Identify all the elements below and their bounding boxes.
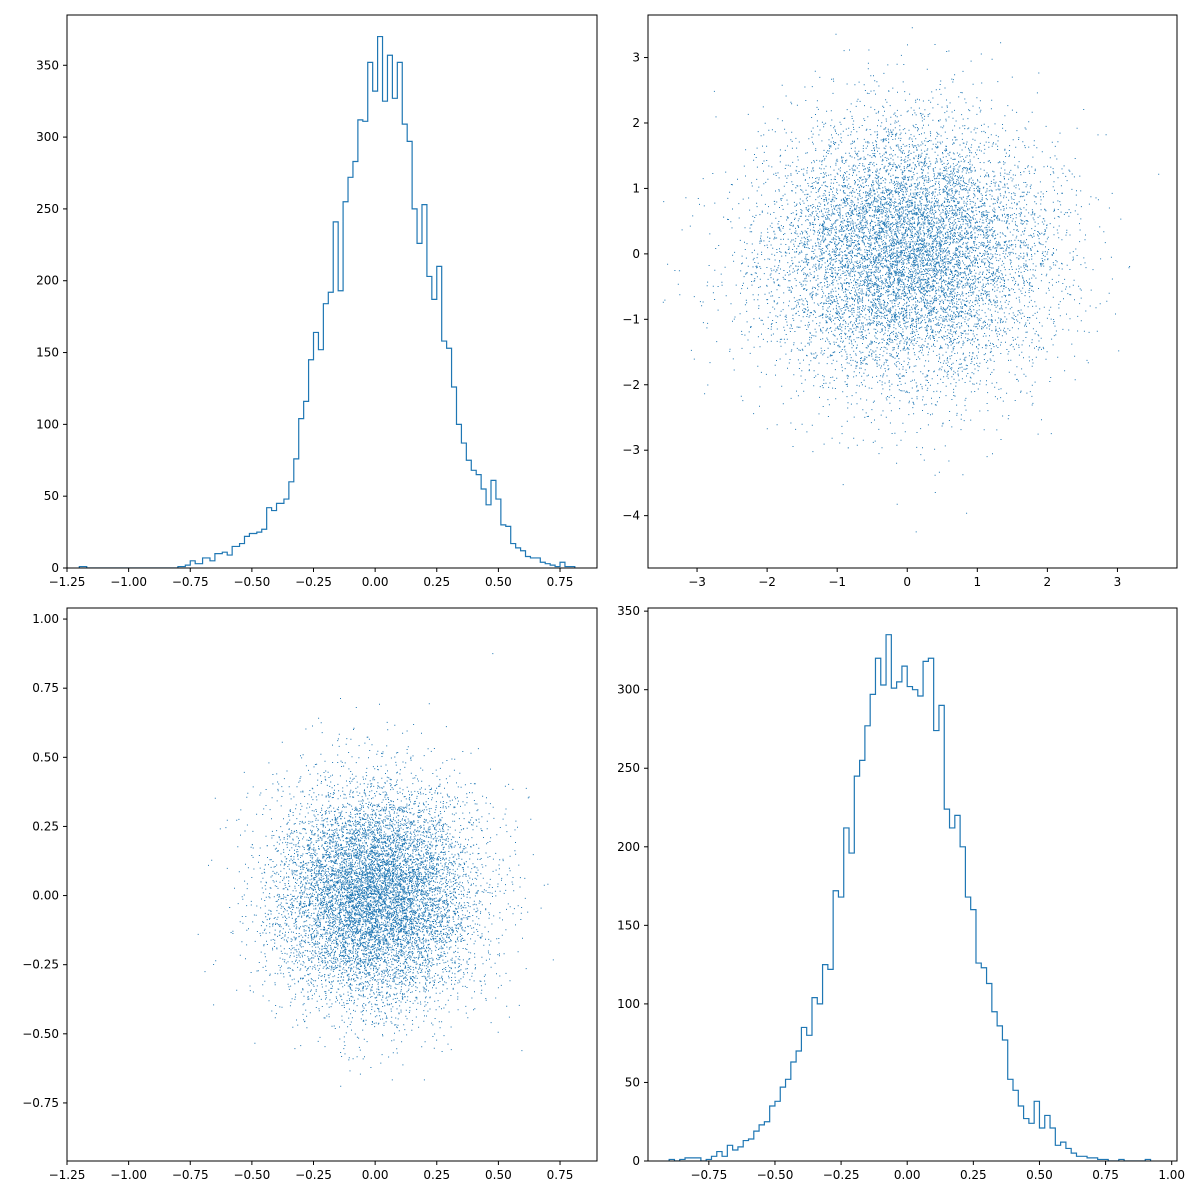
- x-tick-label: −0.50: [233, 575, 270, 589]
- y-tick-label: 1: [632, 181, 640, 195]
- axes-frame: [647, 14, 1178, 569]
- y-tick-label: 100: [617, 997, 640, 1011]
- y-tick-label: 300: [617, 683, 640, 697]
- x-tick-label: −0.25: [295, 1168, 332, 1182]
- x-tick-label: 0.25: [960, 1168, 987, 1182]
- x-tick-label: −0.50: [233, 1168, 270, 1182]
- panel-top-left: −1.25 −1.00 −0.75 −0.50 −0.25 0.00 0.25 0.50 0.7…: [36, 14, 598, 589]
- y-tick-label: −4: [622, 509, 640, 523]
- x-tick-label: 0.00: [362, 575, 389, 589]
- plot-area: [662, 27, 1160, 533]
- x-tick-label: 0.75: [1092, 1168, 1119, 1182]
- y-tick-label: −3: [622, 443, 640, 457]
- histogram-step: [668, 634, 1152, 1161]
- x-tick-label: 0: [903, 575, 911, 589]
- y-tick-label: 50: [625, 1075, 640, 1089]
- y-tick-label: 250: [617, 761, 640, 775]
- x-tick-label: 0.25: [423, 1168, 450, 1182]
- x-tick-label: −0.75: [172, 575, 209, 589]
- x-tick-label: −1: [828, 575, 846, 589]
- y-tick-label: 250: [36, 202, 59, 216]
- y-tick-label: 150: [617, 918, 640, 932]
- x-tick-label: −1.25: [49, 575, 86, 589]
- y-tick-label: 200: [617, 840, 640, 854]
- y-tick-label: 0: [51, 561, 59, 575]
- x-tick-label: −0.50: [757, 1168, 794, 1182]
- axes-frame: [647, 607, 1178, 1162]
- panel-top-right: −3 −2 −1 0 1 2 3 −4 −3 −2 −1 0 1 2 3: [622, 14, 1178, 589]
- y-tick-label: −1: [622, 312, 640, 326]
- plot-area: [78, 35, 576, 568]
- x-tick-label: −1.25: [49, 1168, 86, 1182]
- y-tick-label: 3: [632, 51, 640, 65]
- panel-bottom-right: −0.75 −0.50 −0.25 0.00 0.25 0.50 0.75 1.00 0 50 10…: [617, 604, 1185, 1182]
- x-tick-label: 0.50: [485, 1168, 512, 1182]
- x-tick-label: 3: [1114, 575, 1122, 589]
- x-tick-label: −0.25: [295, 575, 332, 589]
- y-tick-label: 0.25: [32, 819, 59, 833]
- x-tick-label: 0.00: [362, 1168, 389, 1182]
- y-tick-label: 0.00: [32, 889, 59, 903]
- y-tick-label: 0.50: [32, 750, 59, 764]
- y-tick-label: 2: [632, 116, 640, 130]
- x-tick-label: 2: [1044, 575, 1052, 589]
- y-tick-label: 0: [632, 1154, 640, 1168]
- y-tick-label: 50: [44, 489, 59, 503]
- y-tick-label: 350: [617, 604, 640, 618]
- x-tick-label: 1.00: [1158, 1168, 1185, 1182]
- x-tick-label: 0.50: [1026, 1168, 1053, 1182]
- y-tick-label: 0: [632, 247, 640, 261]
- x-tick-label: −1.00: [110, 575, 147, 589]
- x-tick-label: −1.00: [110, 1168, 147, 1182]
- y-tick-label: −0.25: [22, 958, 59, 972]
- x-tick-label: −0.25: [823, 1168, 860, 1182]
- y-tick-label: −2: [622, 378, 640, 392]
- x-tick-label: 0.75: [547, 1168, 574, 1182]
- scatter-points: [197, 653, 554, 1087]
- x-tick-label: 0.50: [485, 575, 512, 589]
- y-tick-label: 0.75: [32, 681, 59, 695]
- y-tick-label: −0.75: [22, 1096, 59, 1110]
- plot-area: [197, 653, 554, 1087]
- y-tick-label: 300: [36, 130, 59, 144]
- x-tick-label: −0.75: [690, 1168, 727, 1182]
- x-tick-label: 0.25: [423, 575, 450, 589]
- x-tick-label: −0.75: [172, 1168, 209, 1182]
- y-tick-label: 150: [36, 346, 59, 360]
- plot-area: [668, 634, 1152, 1161]
- axes-frame: [66, 607, 598, 1162]
- panel-bottom-left: −1.25 −1.00 −0.75 −0.50 −0.25 0.00 0.25 0.50 0.7…: [22, 607, 598, 1182]
- y-tick-label: 350: [36, 58, 59, 72]
- histogram-step: [78, 35, 576, 568]
- axes-frame: [66, 14, 598, 569]
- x-tick-label: 1: [973, 575, 981, 589]
- x-tick-label: 0.00: [894, 1168, 921, 1182]
- y-tick-label: 100: [36, 417, 59, 431]
- x-tick-label: −2: [758, 575, 776, 589]
- y-tick-label: 200: [36, 274, 59, 288]
- x-tick-label: 0.75: [547, 575, 574, 589]
- scatter-points: [662, 27, 1160, 533]
- y-tick-label: −0.50: [22, 1027, 59, 1041]
- x-tick-label: −3: [688, 575, 706, 589]
- y-tick-label: 1.00: [32, 612, 59, 626]
